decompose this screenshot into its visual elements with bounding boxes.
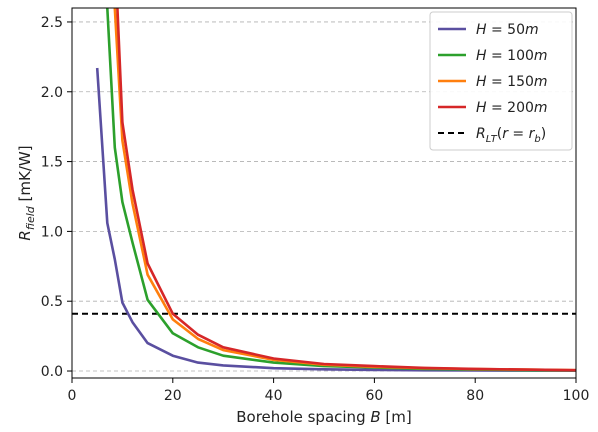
legend-label-1: H = 50m: [476, 22, 539, 38]
y-tick-label-5: 2.5: [41, 15, 63, 31]
y-tick-label-3: 1.5: [41, 155, 63, 171]
y-tick-label-1: 0.5: [41, 294, 63, 310]
legend-label-4: H = 200m: [476, 100, 548, 116]
y-tick-label-4: 2.0: [41, 85, 63, 101]
x-tick-label-1: 20: [164, 388, 182, 404]
y-tick-label-2: 1.0: [41, 224, 63, 240]
plot-frame: [71, 7, 577, 379]
legend-label-2: H = 100m: [476, 48, 548, 64]
y-axis-label: Rfield [mK/W]: [16, 145, 37, 240]
legend-label-5: RLT(r = rb): [476, 126, 546, 145]
ticks-layer: 0.0 0.5 1.0 1.5 2.0 2.5 0 20 40 60 80 100: [41, 15, 590, 404]
legend-label-3: H = 150m: [476, 74, 548, 90]
x-tick-label-2: 40: [265, 388, 283, 404]
x-axis-label: Borehole spacing B [m]: [236, 408, 412, 426]
x-tick-label-5: 100: [563, 388, 590, 404]
x-tick-label-3: 60: [365, 388, 383, 404]
x-tick-label-0: 0: [68, 388, 77, 404]
series-layer: [95, 8, 576, 373]
legend: H = 50m H = 100m H = 150m H = 200m RLT(r = r…: [429, 11, 573, 151]
y-tick-label-0: 0.0: [41, 364, 63, 380]
x-tick-label-4: 80: [466, 388, 484, 404]
legend-box: [429, 11, 573, 151]
series-line-4: [116, 8, 576, 372]
